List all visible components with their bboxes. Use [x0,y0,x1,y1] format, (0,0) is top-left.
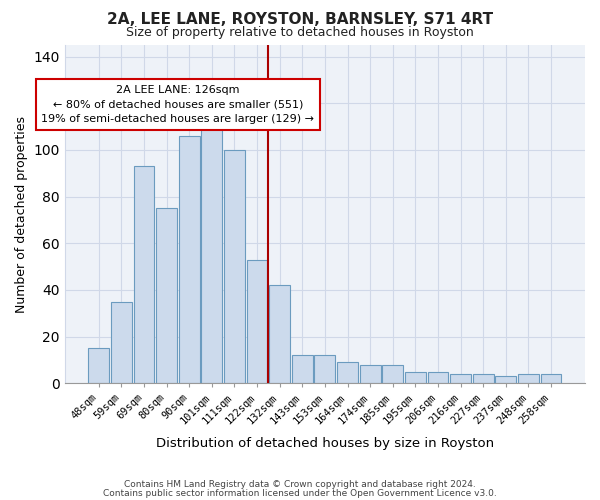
Text: 2A LEE LANE: 126sqm
← 80% of detached houses are smaller (551)
19% of semi-detac: 2A LEE LANE: 126sqm ← 80% of detached ho… [41,84,314,124]
Bar [179,136,200,384]
Bar [405,372,426,384]
Y-axis label: Number of detached properties: Number of detached properties [15,116,28,312]
Bar [382,364,403,384]
Bar [541,374,562,384]
Bar [224,150,245,384]
X-axis label: Distribution of detached houses by size in Royston: Distribution of detached houses by size … [156,437,494,450]
Bar [111,302,132,384]
Text: Size of property relative to detached houses in Royston: Size of property relative to detached ho… [126,26,474,39]
Text: 2A, LEE LANE, ROYSTON, BARNSLEY, S71 4RT: 2A, LEE LANE, ROYSTON, BARNSLEY, S71 4RT [107,12,493,28]
Text: Contains HM Land Registry data © Crown copyright and database right 2024.: Contains HM Land Registry data © Crown c… [124,480,476,489]
Bar [292,356,313,384]
Bar [473,374,494,384]
Bar [247,260,268,384]
Bar [337,362,358,384]
Bar [156,208,177,384]
Bar [450,374,471,384]
Bar [518,374,539,384]
Bar [496,376,516,384]
Bar [428,372,448,384]
Bar [134,166,154,384]
Bar [314,356,335,384]
Bar [269,286,290,384]
Bar [360,364,380,384]
Text: Contains public sector information licensed under the Open Government Licence v3: Contains public sector information licen… [103,488,497,498]
Bar [88,348,109,384]
Bar [202,120,222,384]
